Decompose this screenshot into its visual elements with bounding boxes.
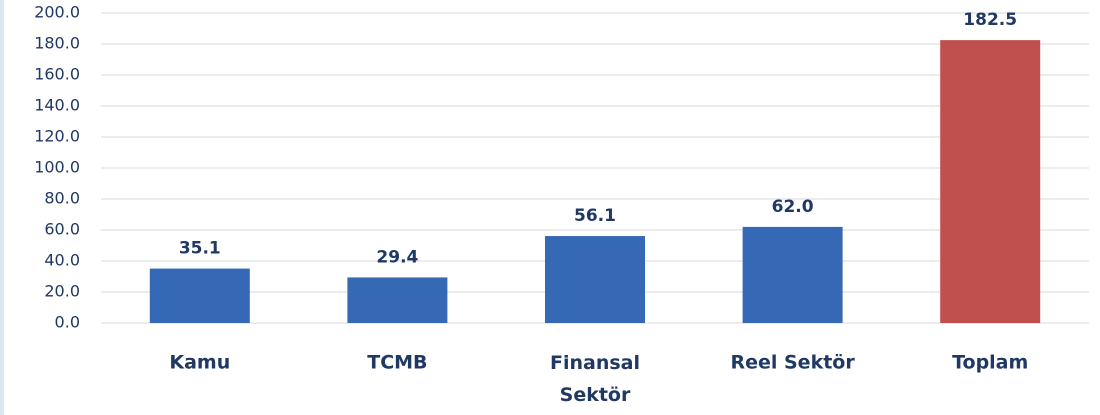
bar [742,226,843,323]
y-tick-label: 160.0 [34,65,80,84]
left-border [0,0,4,415]
data-label: 182.5 [963,10,1017,30]
x-tick-label: Reel Sektör [730,352,855,374]
x-tick-label: Finansal Sektör [550,352,640,406]
data-label: 62.0 [772,197,814,217]
y-tick-label: 40.0 [44,251,80,270]
y-tick-label: 120.0 [34,127,80,146]
data-label: 56.1 [574,206,616,226]
bar [940,40,1041,323]
bar [347,277,448,323]
y-tick-label: 140.0 [34,96,80,115]
y-tick-label: 0.0 [55,313,80,332]
data-label: 35.1 [179,239,221,259]
bar [545,236,645,323]
y-tick-label: 200.0 [34,3,80,22]
data-label: 29.4 [376,247,418,267]
y-tick-label: 60.0 [44,220,80,239]
bar [149,268,250,323]
y-tick-label: 20.0 [44,282,80,301]
y-tick-label: 100.0 [34,158,80,177]
y-tick-label: 180.0 [34,34,80,53]
x-tick-label: Kamu [169,352,230,374]
x-tick-label: TCMB [367,352,427,374]
x-tick-label: Toplam [952,352,1028,374]
y-tick-label: 80.0 [44,189,80,208]
